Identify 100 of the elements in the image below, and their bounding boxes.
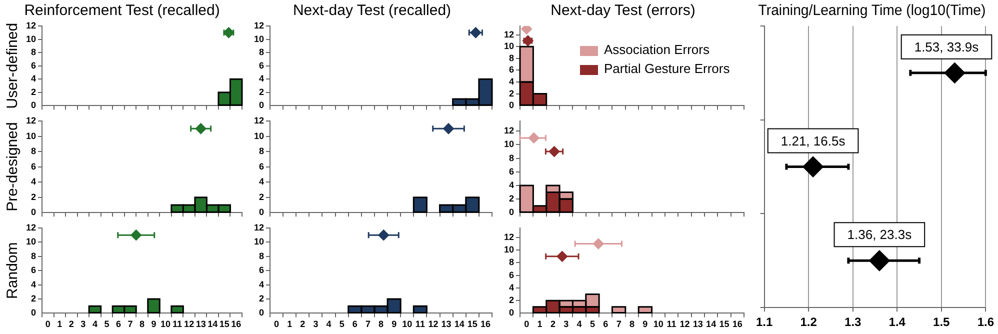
x-tick-label: 13 [692, 319, 703, 330]
y-tick-label: 2 [508, 194, 514, 204]
x-tick-label: 1 [287, 319, 292, 330]
y-tick-label: 12 [26, 222, 36, 232]
x-tick-label: 4 [326, 319, 332, 330]
x-tick-label: 12 [680, 319, 690, 330]
x-tick-label: 11 [172, 319, 182, 330]
y-tick-label: 12 [254, 115, 264, 126]
y-tick-label: 4 [258, 279, 264, 290]
x-tick-label: 8 [140, 319, 145, 330]
x-tick-label: 2 [68, 319, 74, 330]
y-tick-label: 2 [30, 293, 36, 304]
x-tick-label: 15 [467, 319, 478, 330]
y-tick-label: 6 [30, 60, 36, 70]
y-tick-label: 4 [258, 176, 264, 187]
y-tick-label: 6 [30, 161, 36, 172]
y-tick-label: 4 [508, 282, 514, 292]
x-tick-label: 14 [208, 319, 218, 330]
x-tick-label: 6 [352, 319, 358, 330]
x-tick-label: 1.6 [977, 315, 994, 330]
x-tick-label: 16 [231, 319, 242, 330]
y-tick-label: 8 [508, 257, 514, 268]
y-tick-label: 0 [508, 207, 514, 218]
y-tick-label: 10 [504, 244, 514, 255]
x-tick-label: 15 [719, 319, 730, 330]
y-tick-label: 4 [30, 176, 36, 187]
x-tick-label: 8 [630, 319, 635, 330]
chart-title: Training/Learning Time (log10(Time) [758, 2, 986, 20]
y-tick-label: 10 [504, 41, 514, 52]
y-tick-label: 2 [30, 86, 36, 97]
x-tick-label: 14 [454, 319, 464, 330]
y-tick-label: 0 [30, 100, 36, 110]
x-tick-label: 1.2 [800, 315, 818, 330]
y-tick-label: 8 [30, 146, 36, 156]
x-tick-label: 1.1 [756, 315, 774, 330]
y-tick-label: 10 [26, 130, 36, 141]
x-tick-label: 11 [415, 319, 425, 330]
x-tick-label: 10 [402, 319, 412, 330]
x-tick-label: 16 [480, 319, 490, 330]
x-tick-label: 6 [116, 319, 121, 330]
y-tick-label: 4 [258, 74, 264, 84]
data-label: 1.53, 33.9s [914, 40, 980, 55]
x-tick-label: 5 [590, 319, 595, 330]
x-tick-label: 7 [128, 319, 133, 330]
x-tick-label: 1.5 [933, 315, 950, 330]
x-tick-label: 10 [653, 319, 664, 330]
y-tick-label: 0 [508, 100, 514, 110]
x-tick-label: 1 [57, 319, 62, 330]
x-tick-label: 3 [80, 319, 86, 330]
data-label: 1.36, 23.3s [847, 227, 912, 242]
y-tick-label: 12 [504, 232, 514, 242]
y-tick-label: 4 [508, 76, 514, 86]
x-tick-label: 0 [45, 319, 50, 330]
x-tick-label: 7 [616, 319, 622, 330]
y-tick-label: 12 [504, 126, 514, 136]
y-tick-label: 2 [30, 192, 36, 202]
x-tick-label: 3 [564, 319, 569, 330]
x-tick-label: 9 [642, 319, 648, 330]
y-tick-label: 8 [508, 152, 514, 163]
y-tick-label: 2 [258, 86, 264, 97]
y-tick-label: 6 [258, 265, 264, 276]
y-tick-label: 6 [30, 265, 36, 276]
x-tick-label: 9 [151, 319, 156, 330]
y-tick-label: 0 [30, 308, 36, 318]
y-tick-label: 8 [30, 250, 36, 261]
x-tick-label: 12 [184, 319, 194, 330]
x-tick-label: 12 [428, 319, 438, 330]
x-tick-label: 15 [219, 319, 230, 330]
y-tick-label: 0 [258, 207, 264, 218]
y-axis-title: User-defined [4, 22, 22, 109]
y-tick-label: 6 [508, 166, 514, 176]
y-tick-label: 8 [258, 250, 264, 261]
x-tick-label: 7 [365, 319, 370, 330]
y-tick-label: 0 [30, 207, 36, 218]
legend-label: Association Errors [604, 42, 710, 57]
x-tick-label: 11 [666, 319, 676, 330]
y-tick-label: 12 [26, 20, 36, 30]
data-label: 1.21, 16.5s [780, 133, 846, 148]
x-tick-label: 6 [603, 319, 608, 330]
x-tick-label: 4 [576, 319, 582, 330]
x-tick-label: 13 [441, 319, 452, 330]
y-tick-label: 10 [254, 34, 264, 44]
x-tick-label: 5 [339, 319, 344, 330]
y-tick-label: 8 [508, 52, 514, 63]
y-tick-label: 10 [504, 139, 514, 150]
y-tick-label: 12 [504, 29, 514, 40]
y-tick-label: 2 [258, 293, 264, 304]
y-tick-label: 12 [254, 222, 264, 232]
y-tick-label: 8 [258, 47, 264, 58]
chart-title: Next-day Test (recalled) [292, 2, 452, 20]
x-tick-label: 8 [378, 319, 384, 330]
y-tick-label: 12 [254, 20, 264, 30]
y-tick-label: 10 [26, 34, 36, 44]
y-tick-label: 2 [508, 295, 514, 306]
y-tick-label: 2 [508, 88, 514, 98]
x-tick-label: 1.3 [844, 315, 862, 330]
x-tick-label: 0 [274, 319, 280, 330]
y-tick-label: 6 [508, 64, 514, 75]
y-tick-label: 12 [26, 115, 36, 126]
y-tick-label: 10 [26, 236, 36, 247]
